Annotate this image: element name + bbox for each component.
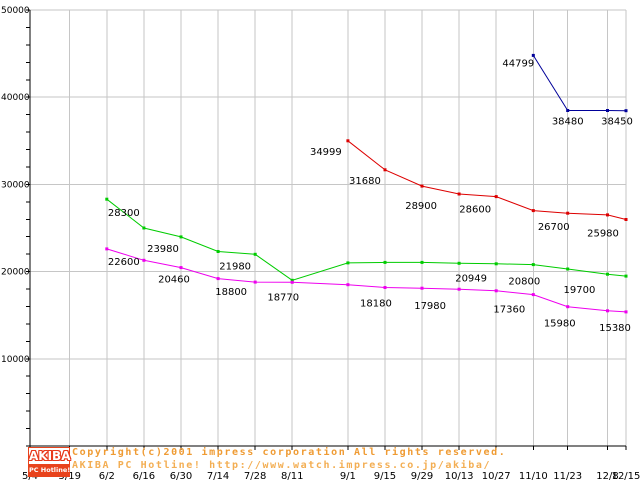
data-point-green xyxy=(531,263,535,267)
data-point-blue xyxy=(531,53,535,57)
data-point-magenta xyxy=(457,287,461,291)
point-label: 44799 xyxy=(502,58,534,69)
data-point-green xyxy=(216,250,220,253)
point-label: 22600 xyxy=(108,257,140,268)
point-label: 38450 xyxy=(601,117,633,128)
data-point-magenta xyxy=(383,286,387,289)
data-point-red xyxy=(420,184,424,188)
data-point-magenta xyxy=(216,277,220,281)
point-label: 20800 xyxy=(508,277,540,288)
x-axis-label: 7/14 xyxy=(207,471,229,480)
data-point-magenta xyxy=(531,293,535,297)
x-axis-label: 6/2 xyxy=(99,471,115,480)
point-label: 31680 xyxy=(349,176,381,187)
point-label: 23980 xyxy=(147,244,179,255)
y-axis-label: 20000 xyxy=(1,268,30,278)
point-label: 21980 xyxy=(219,261,251,272)
x-axis-label: 12/8 xyxy=(596,471,618,480)
x-axis-label: 10/13 xyxy=(445,471,474,480)
y-axis-label: 10000 xyxy=(1,355,30,365)
data-point-green xyxy=(606,272,609,276)
x-axis-label: 11/23 xyxy=(553,471,582,480)
data-point-blue xyxy=(566,109,570,112)
point-label: 28900 xyxy=(405,201,437,212)
logo-akiba-text: AKIBA xyxy=(29,449,71,463)
point-label: 19700 xyxy=(564,285,596,296)
data-point-blue xyxy=(624,109,628,113)
data-point-green xyxy=(253,252,257,256)
site-url-line: AKIBA PC Hotline! http://www.watch.impre… xyxy=(72,460,492,471)
data-point-magenta xyxy=(290,280,294,284)
x-axis-label: 6/16 xyxy=(133,471,155,480)
data-point-red xyxy=(346,139,350,143)
data-point-blue xyxy=(606,109,609,112)
data-point-magenta xyxy=(253,280,257,284)
point-label: 18180 xyxy=(360,298,392,309)
data-point-green xyxy=(457,261,461,265)
y-axis-label: 40000 xyxy=(1,93,30,103)
point-label: 20949 xyxy=(455,273,487,284)
data-point-magenta xyxy=(566,305,570,309)
point-label: 26700 xyxy=(538,222,570,233)
data-point-green xyxy=(420,260,424,264)
y-axis-label: 30000 xyxy=(1,180,30,190)
x-axis-label: 9/1 xyxy=(340,471,356,480)
data-point-green xyxy=(346,261,350,265)
copyright-line: Copyright(c)2001 impress corporation All… xyxy=(72,447,507,458)
point-label: 28600 xyxy=(459,205,491,216)
data-point-red xyxy=(624,218,628,221)
data-point-magenta xyxy=(494,289,498,293)
data-point-magenta xyxy=(624,310,628,314)
point-label: 17360 xyxy=(493,305,525,316)
point-label: 17980 xyxy=(414,301,446,312)
y-axis-label: 50000 xyxy=(1,6,30,16)
logo-pc-hotline-text: PC Hotline! xyxy=(29,464,71,476)
point-label: 15980 xyxy=(544,319,576,330)
point-label: 20460 xyxy=(158,275,190,286)
akiba-pc-hotline-logo: AKIBA PC Hotline! xyxy=(28,447,70,477)
data-point-magenta xyxy=(606,309,609,313)
data-point-red xyxy=(566,211,570,215)
x-axis-label: 10/27 xyxy=(482,471,511,480)
point-label: 28300 xyxy=(108,208,140,219)
data-point-red xyxy=(457,192,461,196)
data-point-green xyxy=(383,260,387,264)
data-point-green xyxy=(566,267,570,271)
x-axis-label: 12/15 xyxy=(612,471,640,480)
data-point-magenta xyxy=(179,266,183,270)
footer-watermark: AKIBA PC Hotline! Copyright(c)2001 impre… xyxy=(0,446,640,480)
data-point-magenta xyxy=(420,286,424,290)
data-point-red xyxy=(531,209,535,213)
x-axis-label: 11/10 xyxy=(519,471,548,480)
data-point-green xyxy=(290,278,294,282)
series-line-blue xyxy=(532,55,627,112)
point-label: 34999 xyxy=(310,147,342,158)
point-label: 18800 xyxy=(215,287,247,298)
x-axis-label: 7/28 xyxy=(244,471,266,480)
x-axis-label: 6/30 xyxy=(170,471,192,480)
data-point-magenta xyxy=(142,258,146,262)
data-point-green xyxy=(179,235,183,239)
point-label: 25980 xyxy=(587,228,619,239)
data-point-green xyxy=(624,274,628,278)
x-axis-label: 8/11 xyxy=(281,471,303,480)
data-point-green xyxy=(142,226,146,230)
x-axis-label: 9/29 xyxy=(411,471,433,480)
data-point-red xyxy=(383,168,387,172)
data-point-green xyxy=(105,197,109,201)
point-label: 38480 xyxy=(552,116,584,127)
data-point-magenta xyxy=(105,247,109,251)
point-label: 18770 xyxy=(267,292,299,303)
data-point-magenta xyxy=(346,283,350,287)
data-point-red xyxy=(606,213,609,217)
data-point-red xyxy=(494,195,498,199)
data-point-green xyxy=(494,262,498,266)
point-label: 15380 xyxy=(599,323,631,334)
x-axis-label: 9/15 xyxy=(374,471,396,480)
